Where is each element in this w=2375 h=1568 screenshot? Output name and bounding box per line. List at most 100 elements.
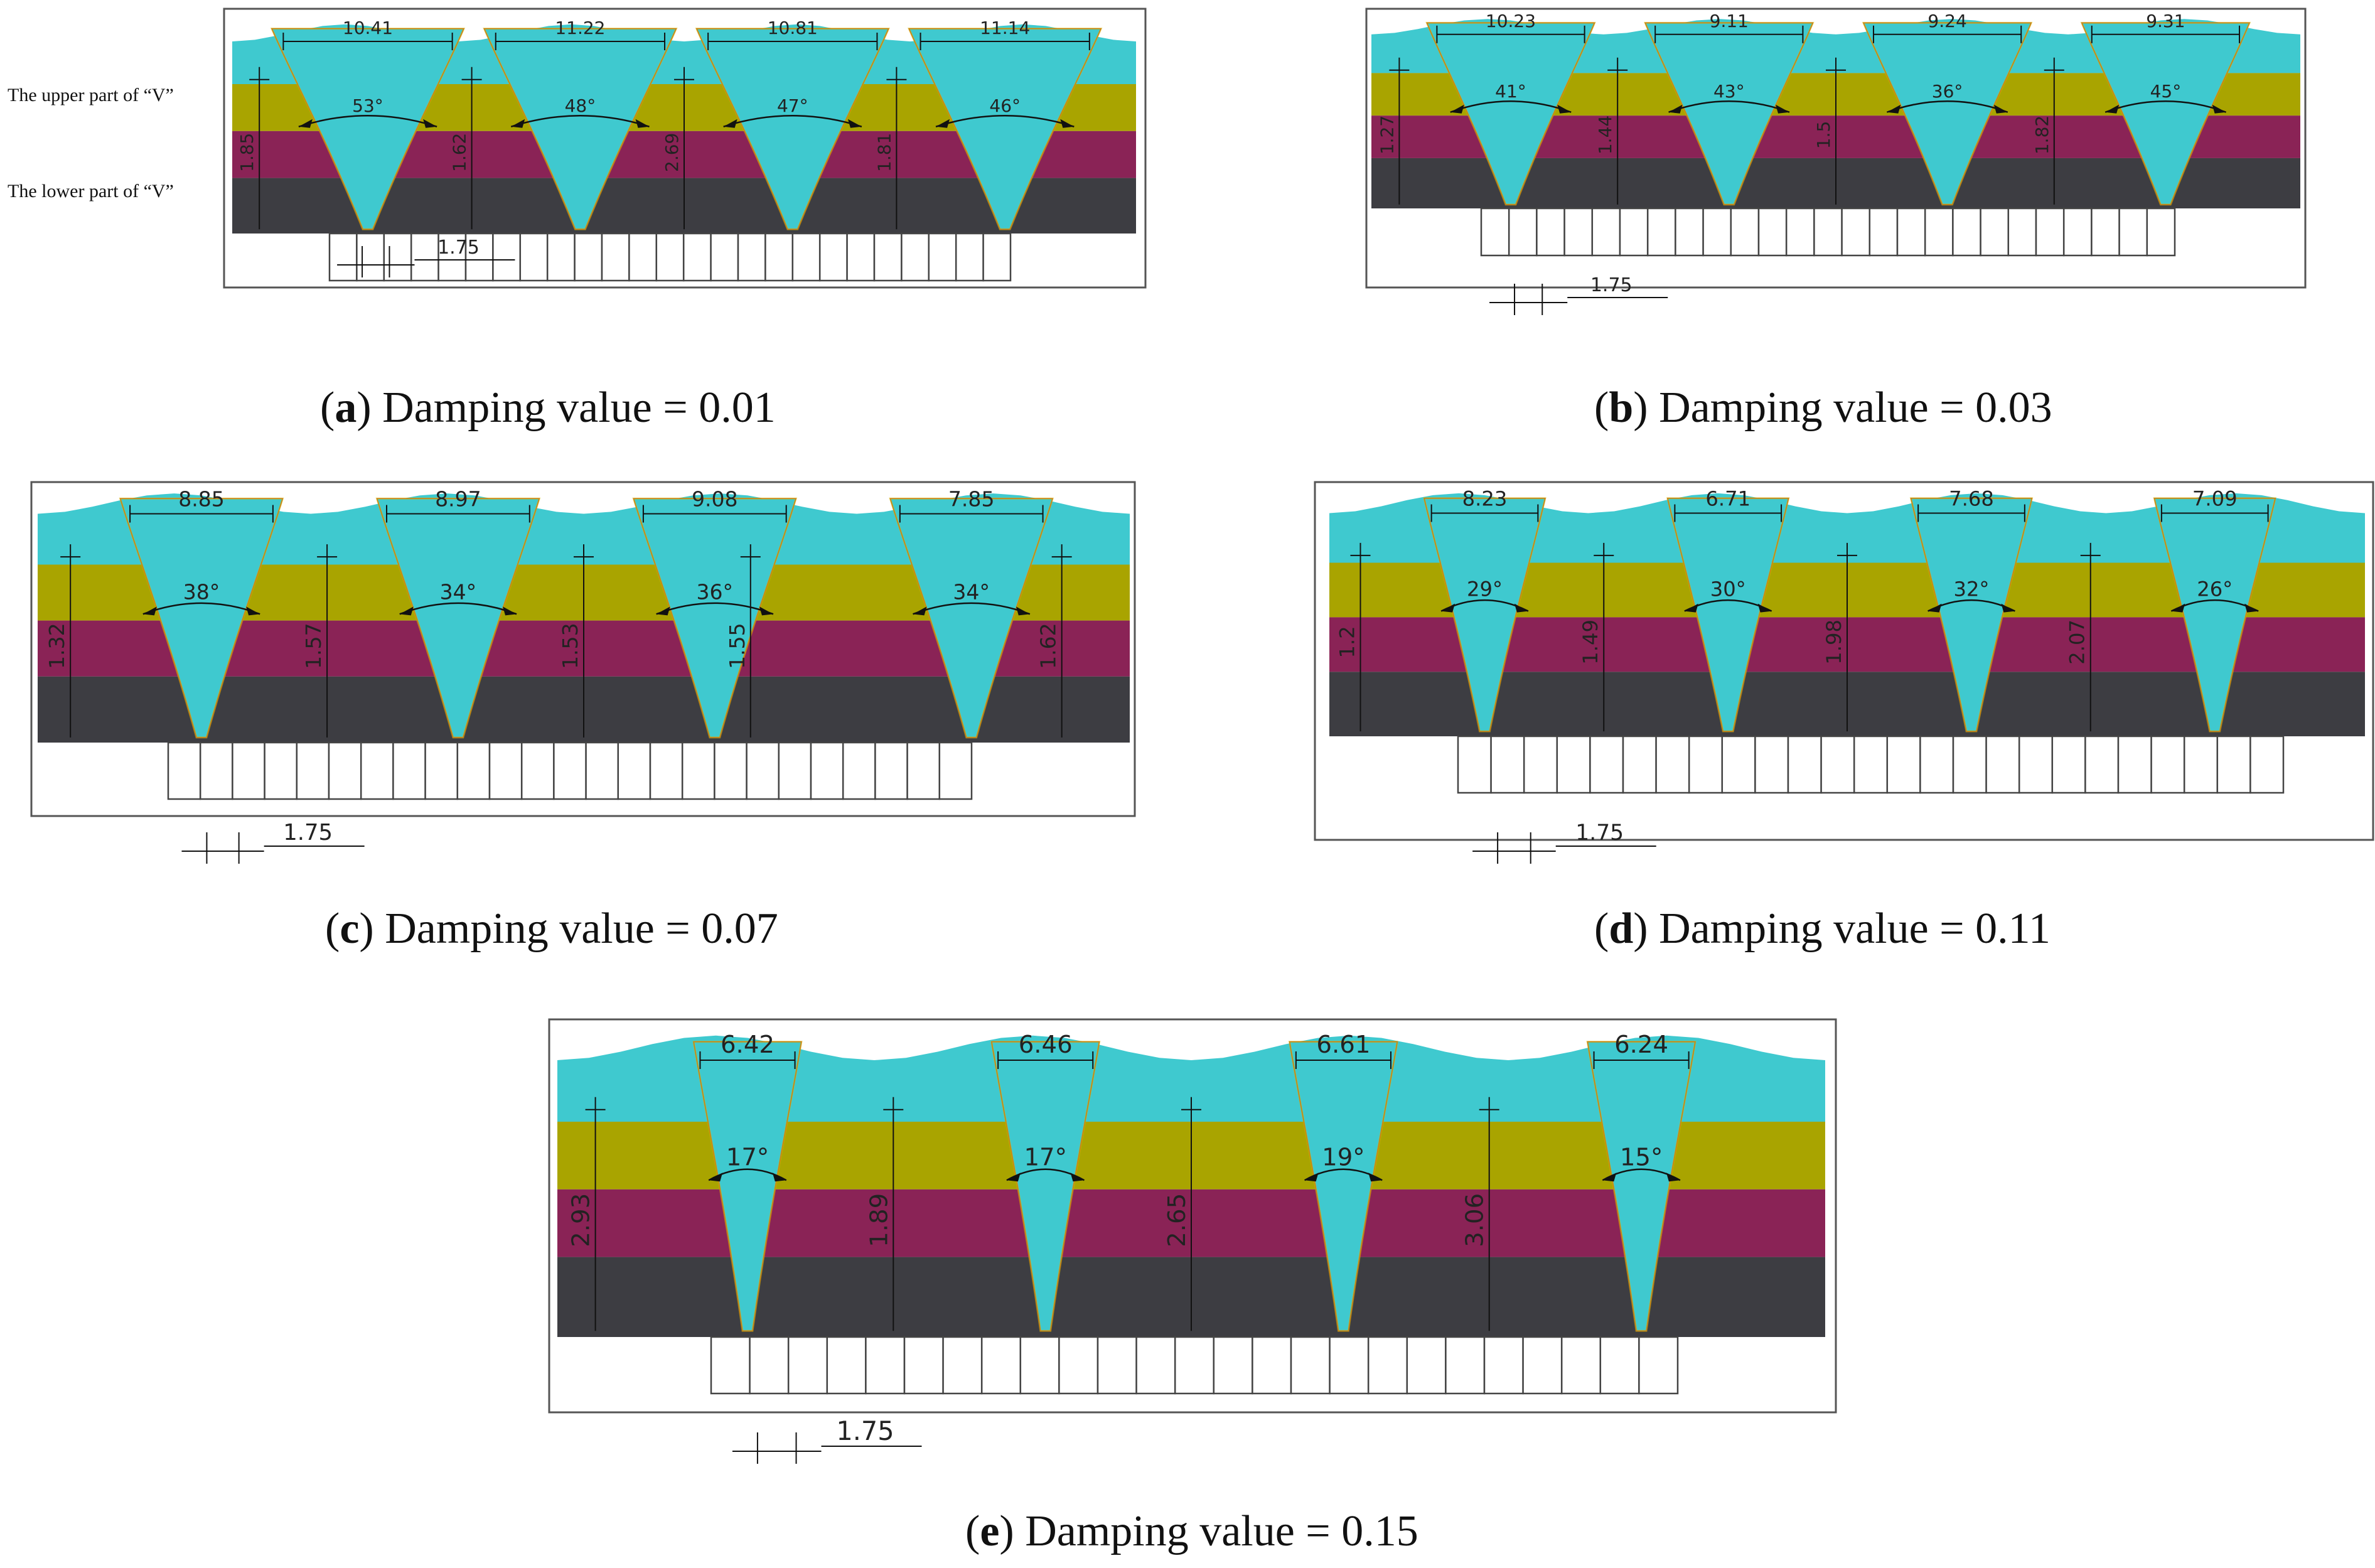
- panel-e-support-7: [942, 1336, 983, 1395]
- panel-c-angle-arrow-l-4: [913, 606, 927, 616]
- panel-c-top-profile: [38, 488, 1130, 514]
- panel-e-v-edge-1: [692, 1041, 803, 1332]
- panel-d-support-7: [1655, 735, 1690, 794]
- panel-d-width-3: 7.68: [1949, 487, 1994, 511]
- panel-d-angle-arrow-l-2: [1684, 603, 1698, 613]
- panel-d-angle-arrow-r-2: [1757, 603, 1772, 613]
- panel-d-v-edge-2: [1666, 497, 1790, 733]
- panel-e-angle-1: 17°: [726, 1143, 769, 1171]
- panel-c-support-16: [649, 741, 684, 800]
- caption-e: (e) Damping value = 0.15: [965, 1507, 1418, 1555]
- caption-a-text: Damping value = 0.01: [382, 384, 776, 432]
- panel-c-angle-arrow-l-3: [656, 606, 670, 616]
- panel-a-support-14: [682, 232, 712, 282]
- panel-a-width-1: 10.41: [343, 18, 393, 38]
- panel-c-angle-2: 34°: [440, 579, 477, 604]
- panel-e-support-17: [1329, 1336, 1370, 1395]
- panel-d-angle-arrow-l-4: [2171, 603, 2185, 613]
- panel-e-support-15: [1252, 1336, 1292, 1395]
- panel-e-height-2: 1.89: [865, 1193, 893, 1247]
- panel-c-v-edge-4: [889, 497, 1054, 739]
- panel-b-support-5: [1591, 207, 1621, 257]
- panel-c-support-11: [488, 741, 523, 800]
- panel-b-angle-arrow-r-2: [1776, 104, 1790, 114]
- panel-b-width-4: 9.31: [2146, 11, 2185, 31]
- panel-a-spacing: 1.75: [437, 237, 480, 259]
- panel-a-width-4: 11.14: [980, 18, 1030, 38]
- panel-a-angle-arrow-l-3: [723, 119, 737, 128]
- panel-a-support-23: [928, 232, 957, 282]
- panel-a-support-16: [737, 232, 766, 282]
- panel-d-support-14: [1886, 735, 1921, 794]
- panel-d-support-1: [1457, 735, 1492, 794]
- panel-e-angle-arrow-l-4: [1602, 1173, 1617, 1182]
- panel-c-angle-4: 34°: [953, 579, 990, 604]
- panel-e-v-edge-2: [990, 1041, 1101, 1332]
- panel-a-angle-arrow-r-2: [635, 119, 650, 128]
- panel-a-width-3: 10.81: [768, 18, 818, 38]
- panel-a-support-6: [464, 232, 494, 282]
- panel-b-spacing: 1.75: [1590, 274, 1632, 296]
- panel-c-support-22: [842, 741, 876, 800]
- panel-e-support-6: [903, 1336, 944, 1395]
- panel-d-height-3: 1.98: [1822, 620, 1846, 665]
- panel-b-angle-arc-1: [1450, 100, 1572, 113]
- panel-e-top-profile: [557, 1029, 1825, 1060]
- panel-e-width-2: 6.46: [1019, 1031, 1073, 1059]
- panel-b-angle-arrow-l-3: [1887, 104, 1901, 114]
- panel-c-support-23: [874, 741, 908, 800]
- panel-c-support-18: [714, 741, 748, 800]
- panel-b-support-17: [1924, 207, 1954, 257]
- panel-d-support-4: [1556, 735, 1591, 794]
- panel-d-support-15: [1919, 735, 1954, 794]
- panel-c-support-10: [456, 741, 491, 800]
- panel-b-support-16: [1896, 207, 1926, 257]
- panel-e-support-19: [1406, 1336, 1447, 1395]
- panel-e-angle-arrow-r-1: [772, 1173, 786, 1182]
- panel-a-angle-1: 53°: [352, 95, 383, 116]
- panel-b-support-7: [1646, 207, 1676, 257]
- panel-c-support-8: [392, 741, 426, 800]
- panel-d-v-edge-1: [1423, 497, 1547, 733]
- panel-e-angle-arrow-l-1: [709, 1173, 723, 1182]
- panel-b-angle-arc-4: [2104, 100, 2227, 113]
- panel-b-support-23: [2091, 207, 2120, 257]
- caption-b: (b) Damping value = 0.03: [1594, 384, 2052, 432]
- panel-b-height-2: 1.44: [1595, 115, 1616, 154]
- panel-a-support-24: [955, 232, 984, 282]
- panel-e-support-14: [1213, 1336, 1253, 1395]
- panel-e-support-24: [1599, 1336, 1640, 1395]
- panel-b-angle-2: 43°: [1713, 81, 1745, 102]
- panel-d-support-21: [2117, 735, 2152, 794]
- panel-a-angle-arrow-l-4: [936, 119, 950, 128]
- panel-c-angle-arc-4: [913, 602, 1031, 615]
- panel-c-support-1: [167, 741, 201, 800]
- panel-d-svg: 29° 8.23 30° 6.71 32° 7.68 26° 7.09 1.2 1.49 1.98 2…: [1314, 481, 2374, 864]
- panel-d-height-1: 1.2: [1336, 626, 1359, 658]
- panel-b-angle-arrow-r-1: [1557, 104, 1572, 114]
- panel-b-support-24: [2118, 207, 2148, 257]
- panel-e-angle-2: 17°: [1024, 1143, 1066, 1171]
- panel-c-width-1: 8.85: [178, 487, 225, 512]
- panel-d-support-10: [1754, 735, 1789, 794]
- panel-a-outer-frame: [223, 8, 1147, 289]
- panel-e-support-16: [1290, 1336, 1331, 1395]
- panel-e-svg: 17° 6.42 17° 6.46 19° 6.61 15° 6.24 2.93 1.89 2.65…: [548, 1018, 1837, 1464]
- panel-e-support-13: [1174, 1336, 1215, 1395]
- panel-c-support-15: [617, 741, 651, 800]
- panel-a-v-edge-3: [695, 28, 891, 230]
- panel-b-support-8: [1675, 207, 1704, 257]
- panel-e-support-12: [1135, 1336, 1176, 1395]
- panel-b-height-3: 1.5: [1813, 121, 1834, 149]
- panel-e-outer-frame: [548, 1018, 1837, 1414]
- caption-a-letter: a: [335, 384, 357, 432]
- panel-c-support-4: [264, 741, 298, 800]
- panel-e-support-2: [749, 1336, 790, 1395]
- panel-c-angle-3: 36°: [697, 579, 734, 604]
- panel-a-support-1: [328, 232, 358, 282]
- panel-b-support-4: [1563, 207, 1594, 257]
- panel-b-top-profile: [1371, 15, 2300, 35]
- panel-d-angle-arrow-l-3: [1927, 603, 1942, 613]
- panel-d-width-2: 6.71: [1705, 487, 1750, 511]
- panel-a-height-4: 1.81: [874, 133, 894, 172]
